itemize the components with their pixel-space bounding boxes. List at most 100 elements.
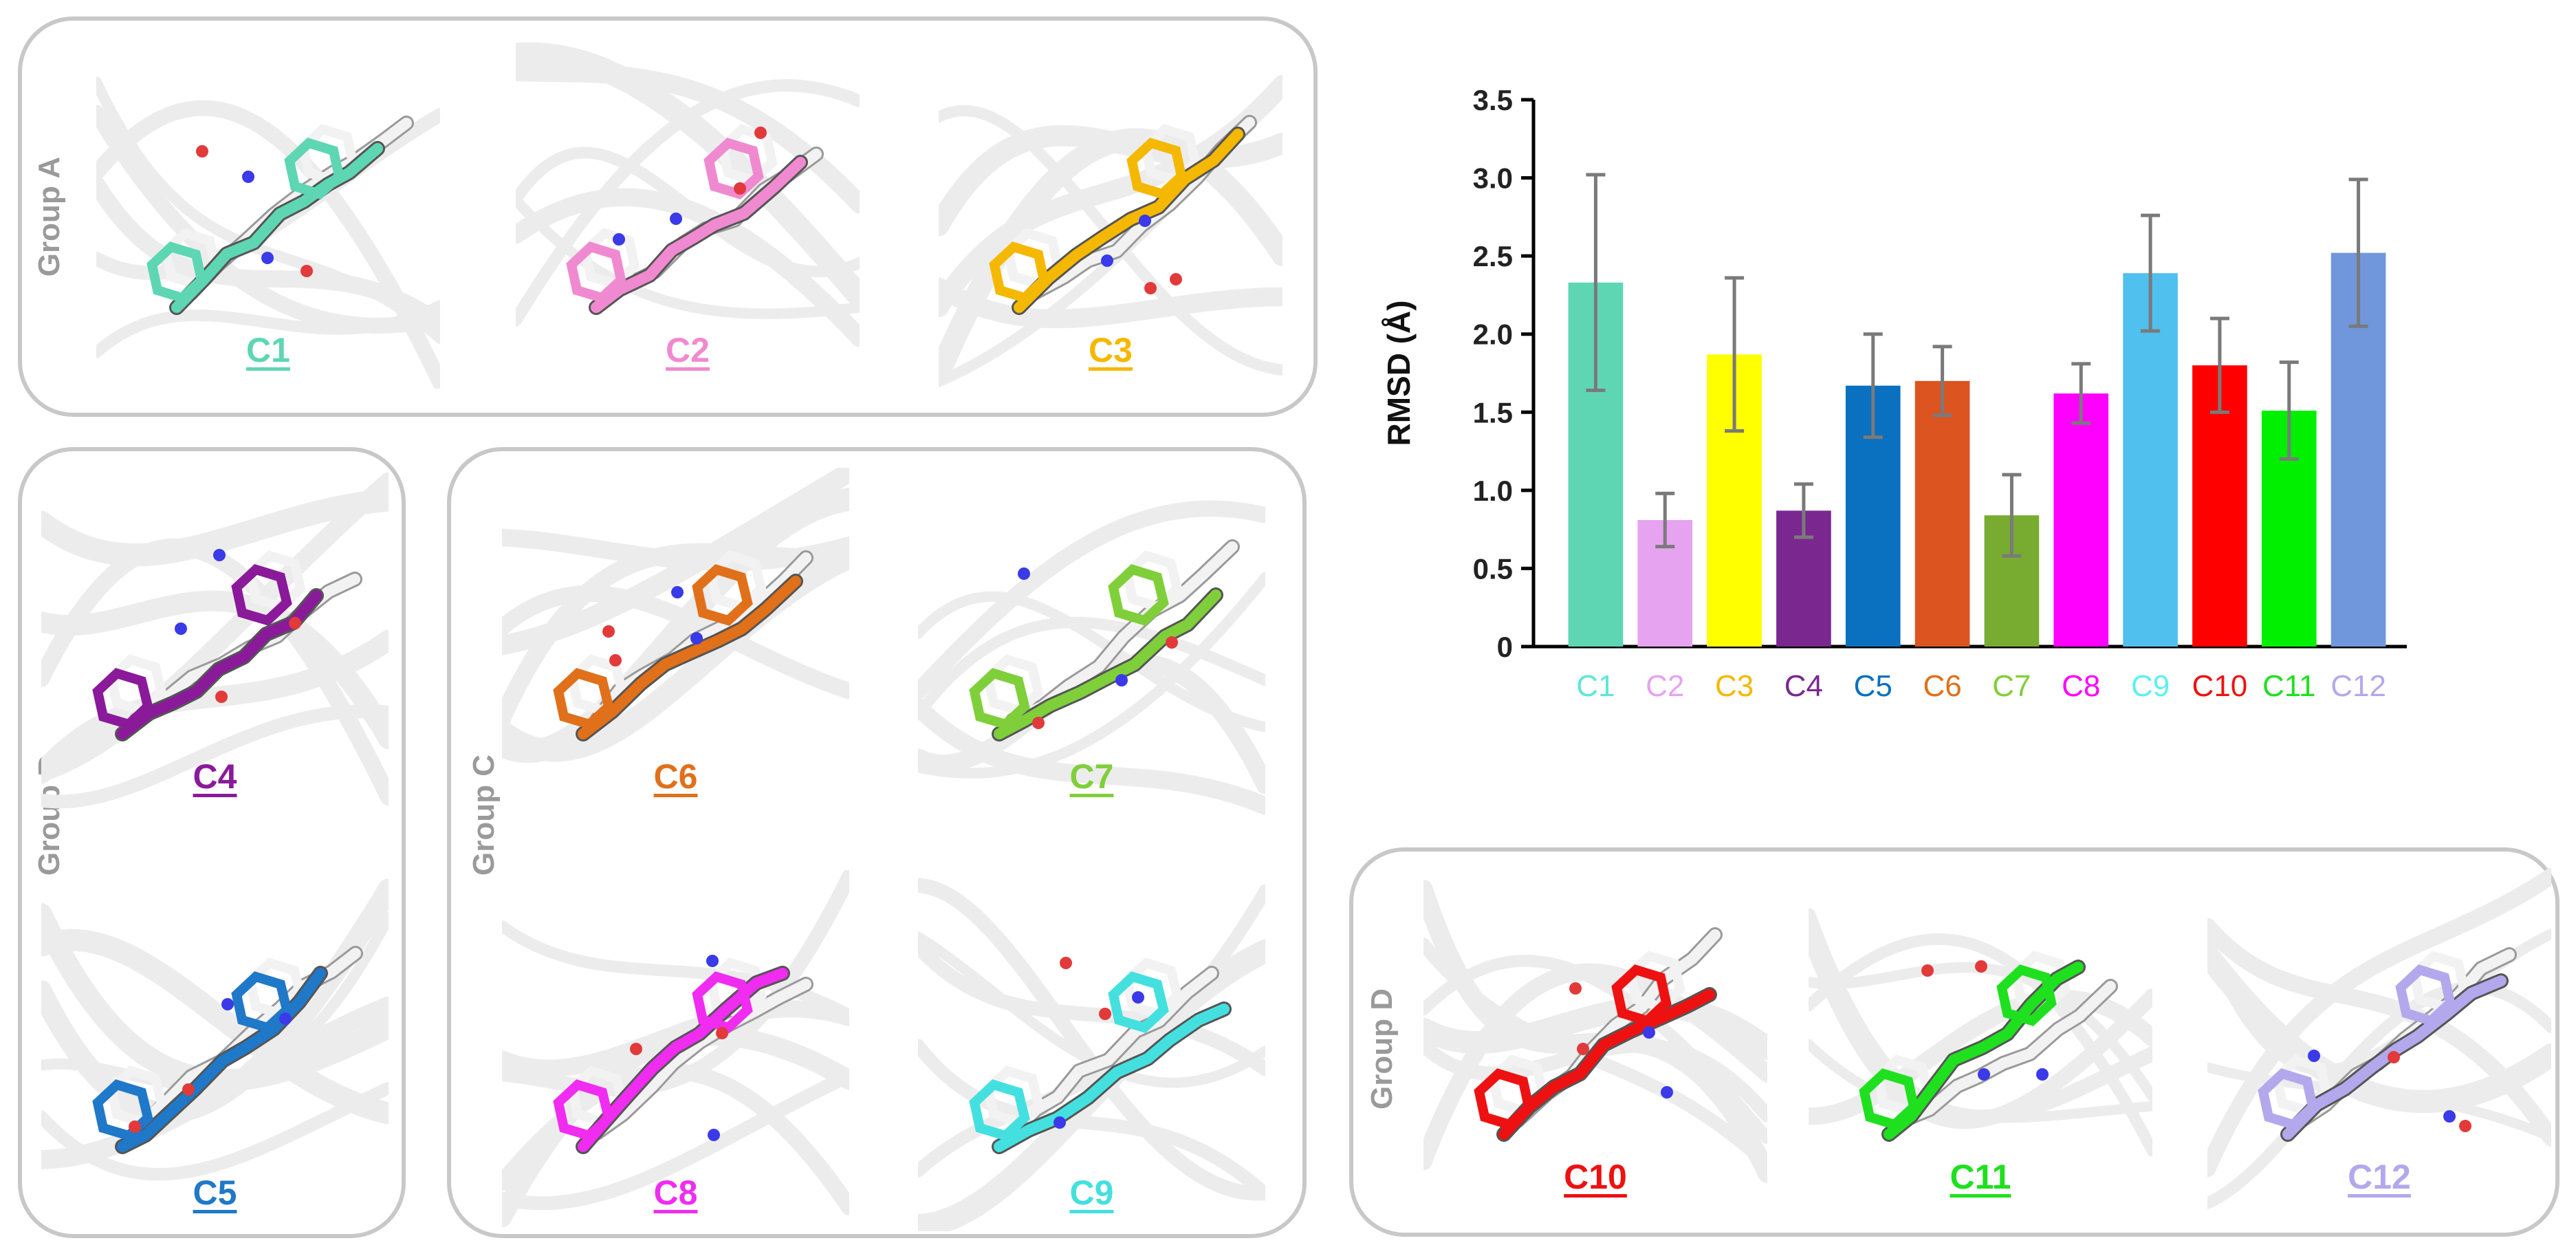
heteroatom-dot	[221, 998, 234, 1010]
protein-ribbon	[41, 472, 389, 783]
heteroatom-dot	[175, 622, 187, 635]
structure-panel-c7: C7	[918, 468, 1265, 815]
protein-ribbon	[502, 1000, 849, 1077]
y-tick-label: 0	[1497, 631, 1513, 663]
structure-panel-c2: C2	[516, 41, 860, 389]
molecule-structure-image	[939, 74, 1282, 387]
structure-panel-c4: C4	[41, 468, 389, 815]
y-tick-label: 3.0	[1473, 162, 1513, 195]
molecule-structure-image	[502, 468, 849, 763]
protein-ribbon	[918, 572, 1265, 779]
ligand-ring	[1108, 564, 1169, 626]
ligand-ring	[1122, 957, 1183, 1019]
y-tick-label: 2.0	[1473, 318, 1513, 351]
ligand-ring	[1108, 971, 1169, 1033]
structure-panel-c10: C10	[1423, 868, 1767, 1215]
heteroatom-dot	[213, 549, 226, 561]
panel-label-c1: C1	[246, 331, 290, 369]
heteroatom-dot	[242, 171, 254, 183]
ligand-ring	[2395, 964, 2456, 1026]
protein-ribbon	[1809, 962, 2152, 1102]
panel-label-c12: C12	[2348, 1158, 2411, 1196]
protein-ribbon	[41, 929, 389, 1125]
ligand-ring	[692, 971, 753, 1033]
heteroatom-dot	[1661, 1086, 1673, 1098]
x-tick-label-c10: C10	[2192, 669, 2248, 703]
heteroatom-dot	[1018, 567, 1030, 580]
molecule-structure-image	[2207, 868, 2551, 1209]
molecule-structure-image	[918, 500, 1265, 815]
protein-ribbon	[502, 528, 849, 572]
heteroatom-dot	[716, 1027, 728, 1039]
molecule-structure-image	[502, 870, 849, 1228]
x-tick-label-c12: C12	[2331, 669, 2386, 703]
panel-label-c9: C9	[1069, 1173, 1114, 1212]
x-tick-label-c6: C6	[1923, 669, 1961, 703]
heteroatom-dot	[708, 1129, 720, 1141]
protein-ribbon	[502, 1068, 849, 1211]
protein-ribbon	[41, 488, 389, 567]
protein-ribbon	[2207, 918, 2551, 1147]
molecule-structure-image	[41, 472, 389, 809]
structure-panel-c5: C5	[41, 870, 389, 1231]
protein-ribbon	[939, 277, 1282, 329]
panel-label-c11: C11	[1950, 1158, 2011, 1196]
protein-ribbon	[502, 468, 849, 656]
ligand-ring	[1859, 1068, 1919, 1130]
heteroatom-dot	[609, 654, 622, 667]
panel-label-c8: C8	[653, 1173, 698, 1212]
ligand-chain	[1498, 989, 1715, 1140]
ligand-ring	[692, 564, 753, 626]
heteroatom-dot	[2443, 1110, 2456, 1123]
protein-ribbon	[96, 100, 440, 389]
heteroatom-dot	[215, 691, 228, 703]
ligand-ring	[553, 1079, 614, 1141]
protein-ribbon	[1809, 933, 2152, 1157]
y-tick-label: 1.5	[1473, 396, 1513, 429]
x-tick-label-c8: C8	[2062, 669, 2100, 703]
ligand-ring	[1126, 138, 1187, 199]
ligand-ring	[553, 668, 614, 730]
protein-ribbon	[516, 79, 860, 327]
heteroatom-dot	[2459, 1120, 2471, 1132]
bar-c9	[2123, 273, 2178, 647]
heteroatom-dot	[706, 955, 719, 967]
panel-label-c5: C5	[193, 1173, 237, 1212]
heteroatom-dot	[196, 145, 208, 158]
x-tick-label-c1: C1	[1576, 669, 1615, 703]
heteroatom-dot	[1144, 282, 1157, 294]
heteroatom-dot	[1099, 1008, 1111, 1020]
molecule-structure-image	[918, 878, 1265, 1231]
heteroatom-dot	[1101, 255, 1113, 267]
x-tick-label-c5: C5	[1854, 669, 1892, 703]
x-tick-label-c3: C3	[1715, 669, 1754, 703]
protein-ribbon	[918, 940, 1265, 1076]
structure-panel-c3: C3	[939, 41, 1282, 389]
ligand-ring	[231, 564, 292, 626]
ligand-ring	[92, 668, 153, 730]
heteroatom-dot	[2388, 1051, 2400, 1063]
ligand-ring	[1122, 550, 1183, 612]
panel-label-c6: C6	[653, 757, 698, 796]
panel-label-c3: C3	[1089, 331, 1133, 369]
heteroatom-dot	[734, 182, 746, 195]
bar-c8	[2053, 393, 2109, 647]
structure-panel-c12: C12	[2207, 868, 2551, 1215]
protein-ribbon	[939, 128, 1282, 386]
protein-ribbon	[516, 63, 860, 214]
ligand-chain	[1014, 129, 1243, 313]
heteroatom-dot	[1166, 636, 1178, 649]
group-d-label: Group D	[1365, 988, 1399, 1109]
protein-ribbon	[41, 704, 389, 809]
molecule-structure-image	[41, 878, 389, 1181]
protein-ribbon	[516, 194, 860, 319]
ligand-ring	[989, 241, 1049, 303]
protein-ribbon	[918, 616, 1265, 721]
protein-ribbon	[41, 629, 389, 784]
ligand-ring	[969, 668, 1030, 730]
ligand-ring	[969, 1079, 1030, 1141]
x-tick-label-c4: C4	[1784, 669, 1823, 703]
heteroatom-dot	[279, 1013, 292, 1025]
bar-c6	[1914, 380, 1970, 647]
heteroatom-dot	[1139, 215, 1151, 227]
